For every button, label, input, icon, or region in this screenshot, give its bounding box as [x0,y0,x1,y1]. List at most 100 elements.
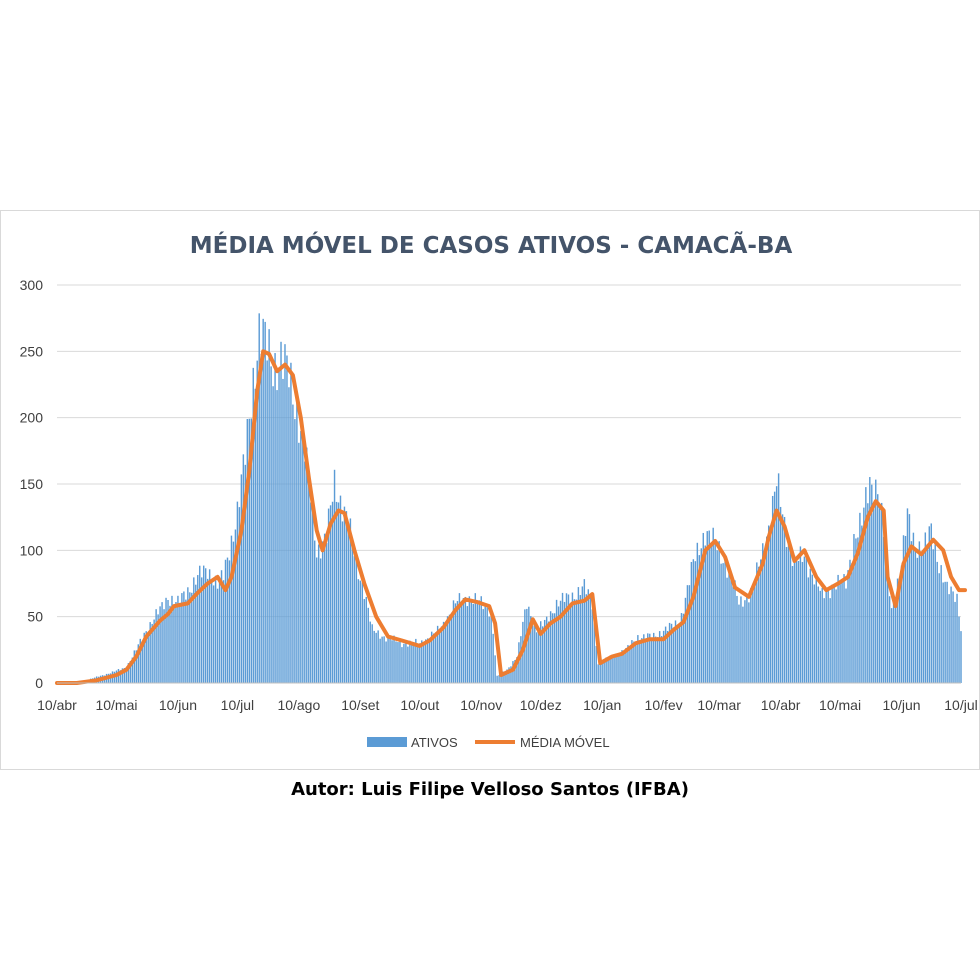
bar-ativos [779,506,782,683]
bar-ativos [300,431,302,683]
bar-ativos [415,638,417,683]
bar-ativos [121,668,124,683]
bar-ativos [242,454,245,683]
bar-ativos [496,675,498,683]
bar-ativos [462,598,465,683]
bar-ativos [714,541,716,683]
bar-ativos [581,586,584,683]
bars-ativos [78,313,962,683]
bar-ativos [377,630,379,683]
bar-ativos [694,561,697,683]
bar-ativos [425,639,427,683]
bar-ativos [367,607,369,683]
bar-ativos [411,642,413,683]
bar-ativos [157,614,159,683]
bar-ativos [769,531,772,683]
x-tick-label: 10/jul [944,697,977,713]
bar-ativos [413,643,415,683]
bar-ativos [532,625,534,683]
bar-ativos [942,582,944,683]
bar-ativos [631,640,633,683]
bar-ativos [879,508,881,683]
bar-ativos [528,606,530,683]
bar-ativos [605,657,607,683]
bar-ativos [819,590,821,683]
bar-ativos [258,313,260,683]
bar-ativos [647,633,649,683]
bar-ativos [389,637,391,683]
bar-ativos [321,541,324,683]
bar-ativos [199,565,201,683]
bar-ativos [514,660,516,683]
bar-ativos [678,626,681,683]
bar-ativos [660,636,663,683]
bar-ativos [722,563,724,683]
x-tick-label: 10/set [341,697,379,713]
bar-ativos [214,575,217,683]
bar-ativos [865,487,867,683]
bar-ativos [557,606,560,683]
bar-ativos [355,555,358,683]
bar-ativos [541,626,544,683]
x-tick-label: 10/out [400,697,439,713]
bar-ativos [863,507,865,683]
bar-ativos [456,601,459,683]
bar-ativos [932,549,934,683]
bar-ativos [133,650,136,683]
bar-ativos [476,602,478,683]
bar-ativos [847,570,849,683]
bar-ativos [474,593,477,683]
bar-ativos [282,378,284,683]
bar-ativos [484,604,486,683]
bar-ativos [619,654,621,683]
bar-ativos [597,664,599,683]
bar-ativos [609,655,611,683]
bar-ativos [310,502,312,683]
bar-ativos [629,646,631,683]
bar-ativos [746,595,748,683]
bar-ativos [760,559,762,683]
bar-ativos [651,637,653,683]
bar-ativos [538,628,540,683]
bar-ativos [839,583,841,683]
bar-ativos [401,647,403,683]
bar-ativos [129,660,132,683]
chart-svg: MÉDIA MÓVEL DE CASOS ATIVOS - CAMACÃ-BA … [20,231,978,750]
bar-ativos [419,643,421,683]
x-tick-label: 10/fev [645,697,683,713]
bar-ativos [212,585,215,683]
bar-ativos [308,473,310,683]
bar-ativos [197,575,199,683]
bar-ativos [936,561,938,683]
bar-ativos [809,568,812,683]
legend-label-media-movel: MÉDIA MÓVEL [520,735,610,750]
bar-ativos [696,542,699,683]
bar-ativos [187,587,189,683]
bar-ativos [403,643,405,683]
bar-ativos [149,622,151,683]
bar-ativos [726,577,728,683]
bar-ativos [161,602,163,683]
x-tick-label: 10/jun [882,697,920,713]
bar-ativos [288,387,290,683]
bar-ativos [797,560,800,683]
bar-ativos [625,647,627,683]
bar-ativos [224,559,227,683]
bar-ativos [831,584,833,683]
bar-ativos [183,591,185,683]
bar-ativos [718,541,720,683]
bar-ativos [393,635,395,683]
bar-ativos [835,589,837,683]
bar-ativos [286,355,288,683]
bar-ativos [302,428,304,683]
bar-ativos [599,661,601,683]
bar-ativos [728,566,730,683]
y-tick-label: 100 [20,542,44,558]
bar-ativos [920,555,923,683]
bar-ativos [855,538,857,683]
bar-ativos [238,507,241,683]
bar-ativos [950,586,952,683]
bar-ativos [312,502,314,683]
bar-ativos [716,550,718,683]
bar-ativos [607,659,609,683]
